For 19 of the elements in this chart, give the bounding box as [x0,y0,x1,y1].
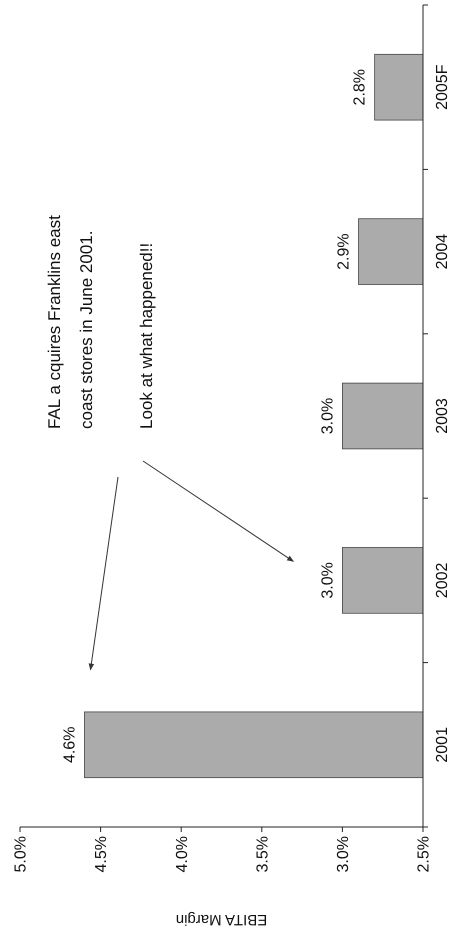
annotation: FAL a cquires Franklins east coast stores in June 2001. [45,214,96,429]
data-label: 3.0% [319,398,336,434]
x-tick-label: 5.0% [12,836,30,872]
data-label: 2.9% [336,233,353,270]
data-label: 3.0% [319,562,336,599]
x-tick-label: 3.0% [335,836,352,872]
x-tick-label: 3.5% [254,836,272,872]
data-label: 4.6% [61,726,78,764]
annotation: Look at what happened!! [137,242,156,429]
y-tick-label: 2003 [434,398,451,434]
y-tick-label: 2005F [434,64,451,110]
x-tick-label: 4.0% [174,836,191,872]
x-tick-label: 4.5% [93,836,110,872]
y-tick-label: 2002 [434,562,451,598]
x-axis-title: EBITA Margin [176,911,268,928]
y-tick-label: 2004 [434,234,451,270]
y-tick-label: 2001 [434,726,451,763]
data-label: 2.8% [352,68,369,106]
x-tick-label: 2.5% [416,836,433,872]
